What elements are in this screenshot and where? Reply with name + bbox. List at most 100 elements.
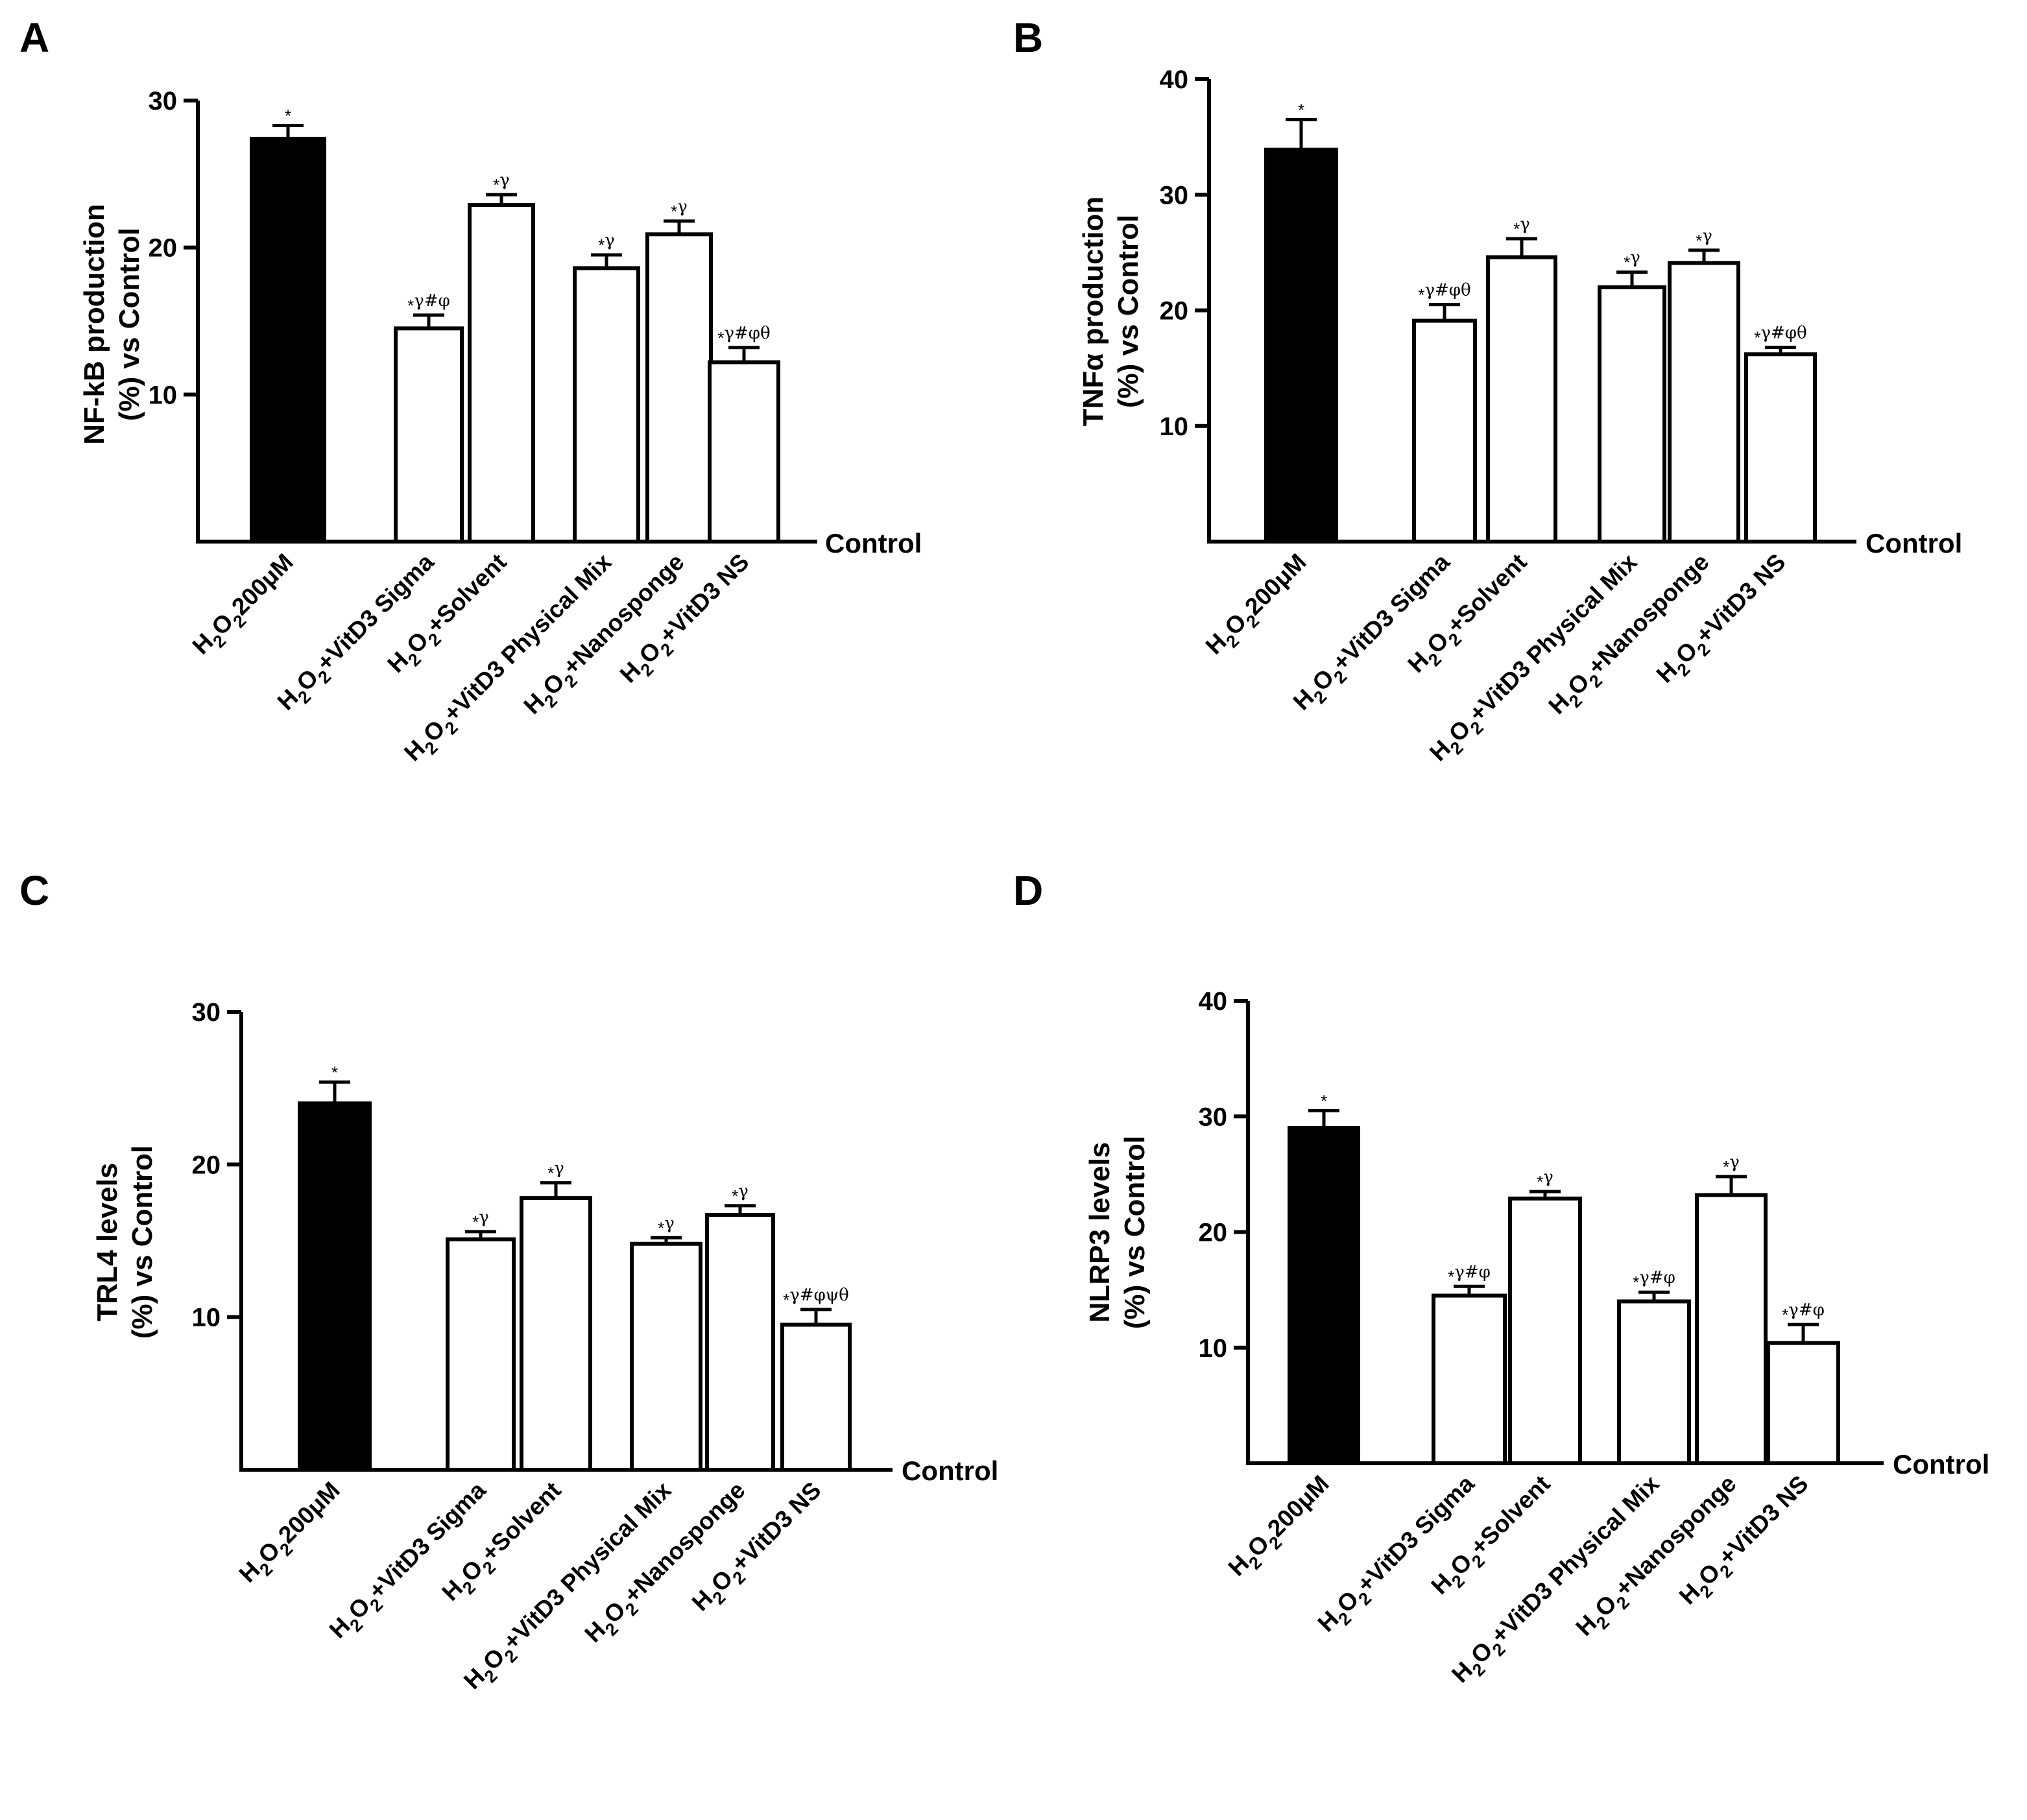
y-axis-title-line2: (%) vs Control <box>114 228 145 421</box>
annotation-star: * <box>472 1212 479 1232</box>
bar <box>1695 1193 1768 1465</box>
significance-annotation: *γ <box>1723 1153 1740 1177</box>
annotation-symbols: γ <box>1702 226 1712 246</box>
annotation-symbols: γ#φ <box>1788 1300 1825 1320</box>
y-tick-label: 40 <box>1160 66 1189 94</box>
annotation-symbols: γ#φ <box>414 291 450 311</box>
y-tick-label: 10 <box>192 1304 221 1332</box>
annotation-star: * <box>1537 1172 1543 1191</box>
annotation-symbols: γ <box>605 231 615 250</box>
y-tick-label: 20 <box>149 234 178 263</box>
significance-annotation: * <box>1298 100 1304 119</box>
label-text: 200μM <box>1262 1470 1334 1542</box>
significance-annotation: *γ <box>598 231 615 255</box>
panel-B: B 10 20 30 40 TNFα production (%) vs Control Co… <box>1013 14 1962 766</box>
baseline-label: Control <box>1865 528 1962 558</box>
annotation-star: * <box>717 328 724 348</box>
annotation-star: * <box>1513 219 1520 239</box>
category-label: H2O2200μM <box>1223 1470 1339 1586</box>
panel-label: A <box>19 14 49 61</box>
y-tick-label: 10 <box>1160 413 1189 441</box>
bar <box>394 326 464 544</box>
annotation-symbols: γ#φθ <box>724 324 770 343</box>
significance-annotation: *γ <box>547 1159 564 1183</box>
annotation-star: * <box>671 202 677 221</box>
label-text: +Solvent <box>476 1477 566 1567</box>
annotation-star: * <box>1723 1157 1729 1177</box>
bar <box>520 1196 592 1472</box>
y-tick-label: 30 <box>1199 1103 1228 1131</box>
bar <box>1668 261 1740 544</box>
annotation-star: * <box>1782 1305 1788 1324</box>
annotation-symbols: γ <box>479 1208 489 1227</box>
category-label: H2O2200μM <box>1201 549 1316 664</box>
bar <box>1264 147 1338 544</box>
baseline-label: Control <box>902 1455 998 1486</box>
significance-annotation: *γ <box>493 171 510 195</box>
annotation-symbols: γ <box>554 1159 564 1179</box>
y-tick-label: 10 <box>1199 1334 1228 1363</box>
label-text: 200μM <box>273 1477 344 1548</box>
significance-annotation: *γ <box>1537 1167 1553 1191</box>
y-tick-label: 20 <box>1160 297 1189 326</box>
annotation-symbols: γ#φθ <box>1424 281 1470 300</box>
bar <box>708 360 780 544</box>
annotation-star: * <box>1321 1091 1327 1110</box>
significance-annotation: *γ#φ <box>1448 1262 1491 1286</box>
bar <box>705 1212 775 1472</box>
label-text: 200μM <box>226 549 298 620</box>
bar <box>630 1241 702 1472</box>
significance-annotation: *γ#φθ <box>1418 281 1470 305</box>
y-axis-title-line2: (%) vs Control <box>1112 215 1144 408</box>
annotation-symbols: γ <box>1520 215 1530 234</box>
y-axis-title-line1: NLRP3 levels <box>1084 1142 1116 1323</box>
category-label: H2O2200μM <box>234 1477 350 1592</box>
bar <box>780 1323 852 1472</box>
significance-annotation: *γ#φψθ <box>783 1286 849 1310</box>
significance-annotation: * <box>331 1062 338 1082</box>
y-axis-title: NF-kB production (%) vs Control <box>78 204 145 445</box>
panel-label: C <box>19 867 49 914</box>
annotation-symbols: γ <box>499 171 510 190</box>
baseline-label: Control <box>825 528 922 558</box>
category-label: H2O2+VitD3 NS <box>1674 1470 1818 1614</box>
significance-annotation: * <box>1321 1091 1327 1110</box>
y-axis-title: TNFα production (%) vs Control <box>1077 197 1144 427</box>
annotation-symbols: γ <box>1543 1167 1553 1187</box>
significance-annotation: *γ <box>1624 248 1640 272</box>
panel-C: C 10 20 30 TRL4 levels (%) vs Control Control *… <box>19 867 998 1694</box>
label-text: 200μM <box>1240 549 1311 620</box>
significance-annotation: *γ <box>1696 226 1712 250</box>
category-label: H2O2200μM <box>187 549 303 664</box>
y-axis-title-line1: NF-kB production <box>78 204 110 445</box>
y-tick-label: 10 <box>149 381 178 409</box>
significance-annotation: *γ <box>1513 215 1530 239</box>
bar <box>468 202 535 544</box>
panel-D: D 10 20 30 40 NLRP3 levels (%) vs Control Contr… <box>1013 867 1989 1688</box>
y-tick-label: 30 <box>149 87 178 115</box>
panel-label: D <box>1013 867 1043 914</box>
y-tick-label: 20 <box>192 1151 221 1179</box>
significance-annotation: *γ <box>671 197 688 221</box>
category-label: H2O2+VitD3 NS <box>615 549 759 693</box>
significance-annotation: * <box>285 106 291 126</box>
annotation-star: * <box>1418 285 1424 305</box>
significance-annotation: *γ#φθ <box>717 324 770 348</box>
bar <box>1508 1196 1582 1465</box>
annotation-star: * <box>1448 1267 1454 1286</box>
annotation-star: * <box>1633 1273 1639 1292</box>
annotation-symbols: γ#φθ <box>1760 324 1806 343</box>
bar <box>1432 1293 1507 1465</box>
bar <box>573 266 640 544</box>
y-tick-label: 30 <box>192 998 221 1027</box>
significance-annotation: *γ#φ <box>1782 1300 1825 1324</box>
label-text: +Solvent <box>1442 549 1532 639</box>
bar <box>1486 255 1557 544</box>
annotation-star: * <box>1298 100 1304 119</box>
annotation-star: * <box>1696 231 1702 250</box>
bar <box>250 136 326 544</box>
annotation-star: * <box>658 1218 664 1238</box>
significance-annotation: *γ#φθ <box>1754 324 1806 348</box>
significance-annotation: *γ <box>732 1182 749 1206</box>
